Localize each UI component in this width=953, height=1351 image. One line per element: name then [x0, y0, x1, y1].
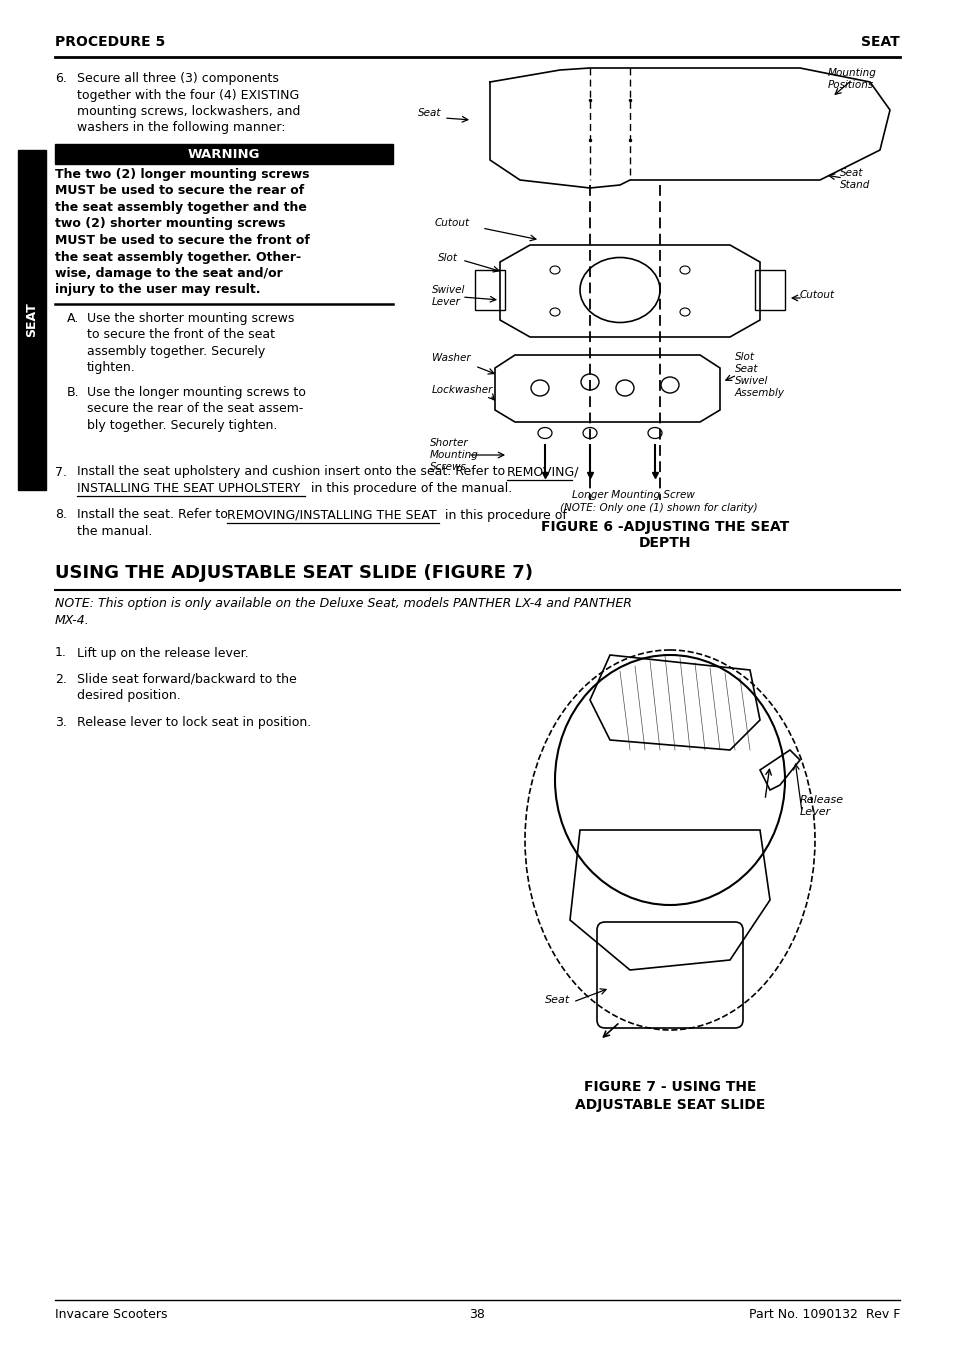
- Text: Swivel: Swivel: [734, 376, 767, 386]
- Text: assembly together. Securely: assembly together. Securely: [87, 345, 265, 358]
- Text: the manual.: the manual.: [77, 526, 152, 538]
- Text: Release lever to lock seat in position.: Release lever to lock seat in position.: [77, 716, 311, 730]
- Text: Lever: Lever: [432, 297, 460, 307]
- Text: Washer: Washer: [432, 353, 470, 363]
- Text: Install the seat. Refer to: Install the seat. Refer to: [77, 508, 232, 521]
- Text: REMOVING/INSTALLING THE SEAT: REMOVING/INSTALLING THE SEAT: [227, 508, 436, 521]
- Text: Seat: Seat: [544, 994, 570, 1005]
- Text: in this procedure of the manual.: in this procedure of the manual.: [307, 482, 512, 494]
- Text: washers in the following manner:: washers in the following manner:: [77, 122, 285, 135]
- Text: bly together. Securely tighten.: bly together. Securely tighten.: [87, 419, 277, 432]
- Text: mounting screws, lockwashers, and: mounting screws, lockwashers, and: [77, 105, 300, 118]
- Text: FIGURE 7 - USING THE: FIGURE 7 - USING THE: [583, 1079, 756, 1094]
- Text: MX-4.: MX-4.: [55, 613, 90, 627]
- Text: Cutout: Cutout: [435, 218, 470, 228]
- Text: 2.: 2.: [55, 673, 67, 686]
- Text: Use the shorter mounting screws: Use the shorter mounting screws: [87, 312, 294, 326]
- Text: Screws: Screws: [430, 462, 466, 471]
- Text: WARNING: WARNING: [188, 147, 260, 161]
- Text: to secure the front of the seat: to secure the front of the seat: [87, 328, 274, 342]
- Bar: [18, 150, 46, 490]
- Text: Positions: Positions: [827, 80, 873, 91]
- Bar: [55, 145, 393, 163]
- Bar: [754, 270, 784, 309]
- Text: Longer Mounting Screw: Longer Mounting Screw: [572, 490, 694, 500]
- Text: 8.: 8.: [55, 508, 67, 521]
- Text: Secure all three (3) components: Secure all three (3) components: [77, 72, 278, 85]
- Text: Slot: Slot: [734, 353, 754, 362]
- Text: INSTALLING THE SEAT UPHOLSTERY: INSTALLING THE SEAT UPHOLSTERY: [77, 482, 300, 494]
- Text: 3.: 3.: [55, 716, 67, 730]
- Text: FIGURE 6 -ADJUSTING THE SEAT: FIGURE 6 -ADJUSTING THE SEAT: [540, 520, 788, 534]
- Text: 6.: 6.: [55, 72, 67, 85]
- Text: PROCEDURE 5: PROCEDURE 5: [55, 35, 165, 49]
- Text: Swivel: Swivel: [432, 285, 465, 295]
- Text: DEPTH: DEPTH: [639, 536, 691, 550]
- Text: the seat assembly together and the: the seat assembly together and the: [55, 201, 307, 213]
- Text: Lever: Lever: [800, 807, 830, 817]
- Text: (NOTE: Only one (1) shown for clarity): (NOTE: Only one (1) shown for clarity): [559, 503, 757, 513]
- Text: Seat: Seat: [840, 168, 862, 178]
- Text: secure the rear of the seat assem-: secure the rear of the seat assem-: [87, 403, 303, 416]
- Text: the seat assembly together. Other-: the seat assembly together. Other-: [55, 250, 301, 263]
- Text: 1.: 1.: [55, 647, 67, 659]
- Text: SEAT: SEAT: [861, 35, 899, 49]
- Text: MUST be used to secure the front of: MUST be used to secure the front of: [55, 234, 310, 247]
- Text: Cutout: Cutout: [800, 290, 834, 300]
- Text: ADJUSTABLE SEAT SLIDE: ADJUSTABLE SEAT SLIDE: [575, 1098, 764, 1112]
- Text: in this procedure of: in this procedure of: [440, 508, 566, 521]
- Text: Assembly: Assembly: [734, 388, 784, 399]
- Text: NOTE: This option is only available on the Deluxe Seat, models PANTHER LX-4 and : NOTE: This option is only available on t…: [55, 597, 631, 611]
- Text: Part No. 1090132  Rev F: Part No. 1090132 Rev F: [748, 1308, 899, 1321]
- Text: Release: Release: [800, 794, 843, 805]
- Text: desired position.: desired position.: [77, 689, 180, 703]
- Text: Mounting: Mounting: [827, 68, 876, 78]
- Text: USING THE ADJUSTABLE SEAT SLIDE (FIGURE 7): USING THE ADJUSTABLE SEAT SLIDE (FIGURE …: [55, 563, 533, 581]
- Text: Shorter: Shorter: [430, 438, 468, 449]
- Text: two (2) shorter mounting screws: two (2) shorter mounting screws: [55, 218, 285, 231]
- Text: Install the seat upholstery and cushion insert onto the seat. Refer to: Install the seat upholstery and cushion …: [77, 466, 509, 478]
- Text: Stand: Stand: [840, 180, 869, 190]
- Text: together with the four (4) EXISTING: together with the four (4) EXISTING: [77, 89, 299, 101]
- Text: 7.: 7.: [55, 466, 67, 478]
- Text: REMOVING/: REMOVING/: [506, 466, 578, 478]
- Text: B.: B.: [67, 386, 79, 399]
- Text: Lockwasher: Lockwasher: [432, 385, 493, 394]
- Text: injury to the user may result.: injury to the user may result.: [55, 284, 260, 296]
- Text: Seat: Seat: [417, 108, 441, 118]
- Text: Invacare Scooters: Invacare Scooters: [55, 1308, 168, 1321]
- Text: Mounting: Mounting: [430, 450, 478, 459]
- Text: MUST be used to secure the rear of: MUST be used to secure the rear of: [55, 185, 304, 197]
- Text: The two (2) longer mounting screws: The two (2) longer mounting screws: [55, 168, 309, 181]
- Text: SEAT: SEAT: [26, 303, 38, 338]
- Text: Slide seat forward/backward to the: Slide seat forward/backward to the: [77, 673, 296, 686]
- Text: Lift up on the release lever.: Lift up on the release lever.: [77, 647, 249, 659]
- Text: tighten.: tighten.: [87, 362, 135, 374]
- Text: Seat: Seat: [734, 363, 758, 374]
- Text: A.: A.: [67, 312, 79, 326]
- Text: 38: 38: [469, 1308, 484, 1321]
- Text: wise, damage to the seat and/or: wise, damage to the seat and/or: [55, 267, 282, 280]
- Bar: [475, 270, 504, 309]
- Text: Slot: Slot: [437, 253, 457, 263]
- Text: Use the longer mounting screws to: Use the longer mounting screws to: [87, 386, 306, 399]
